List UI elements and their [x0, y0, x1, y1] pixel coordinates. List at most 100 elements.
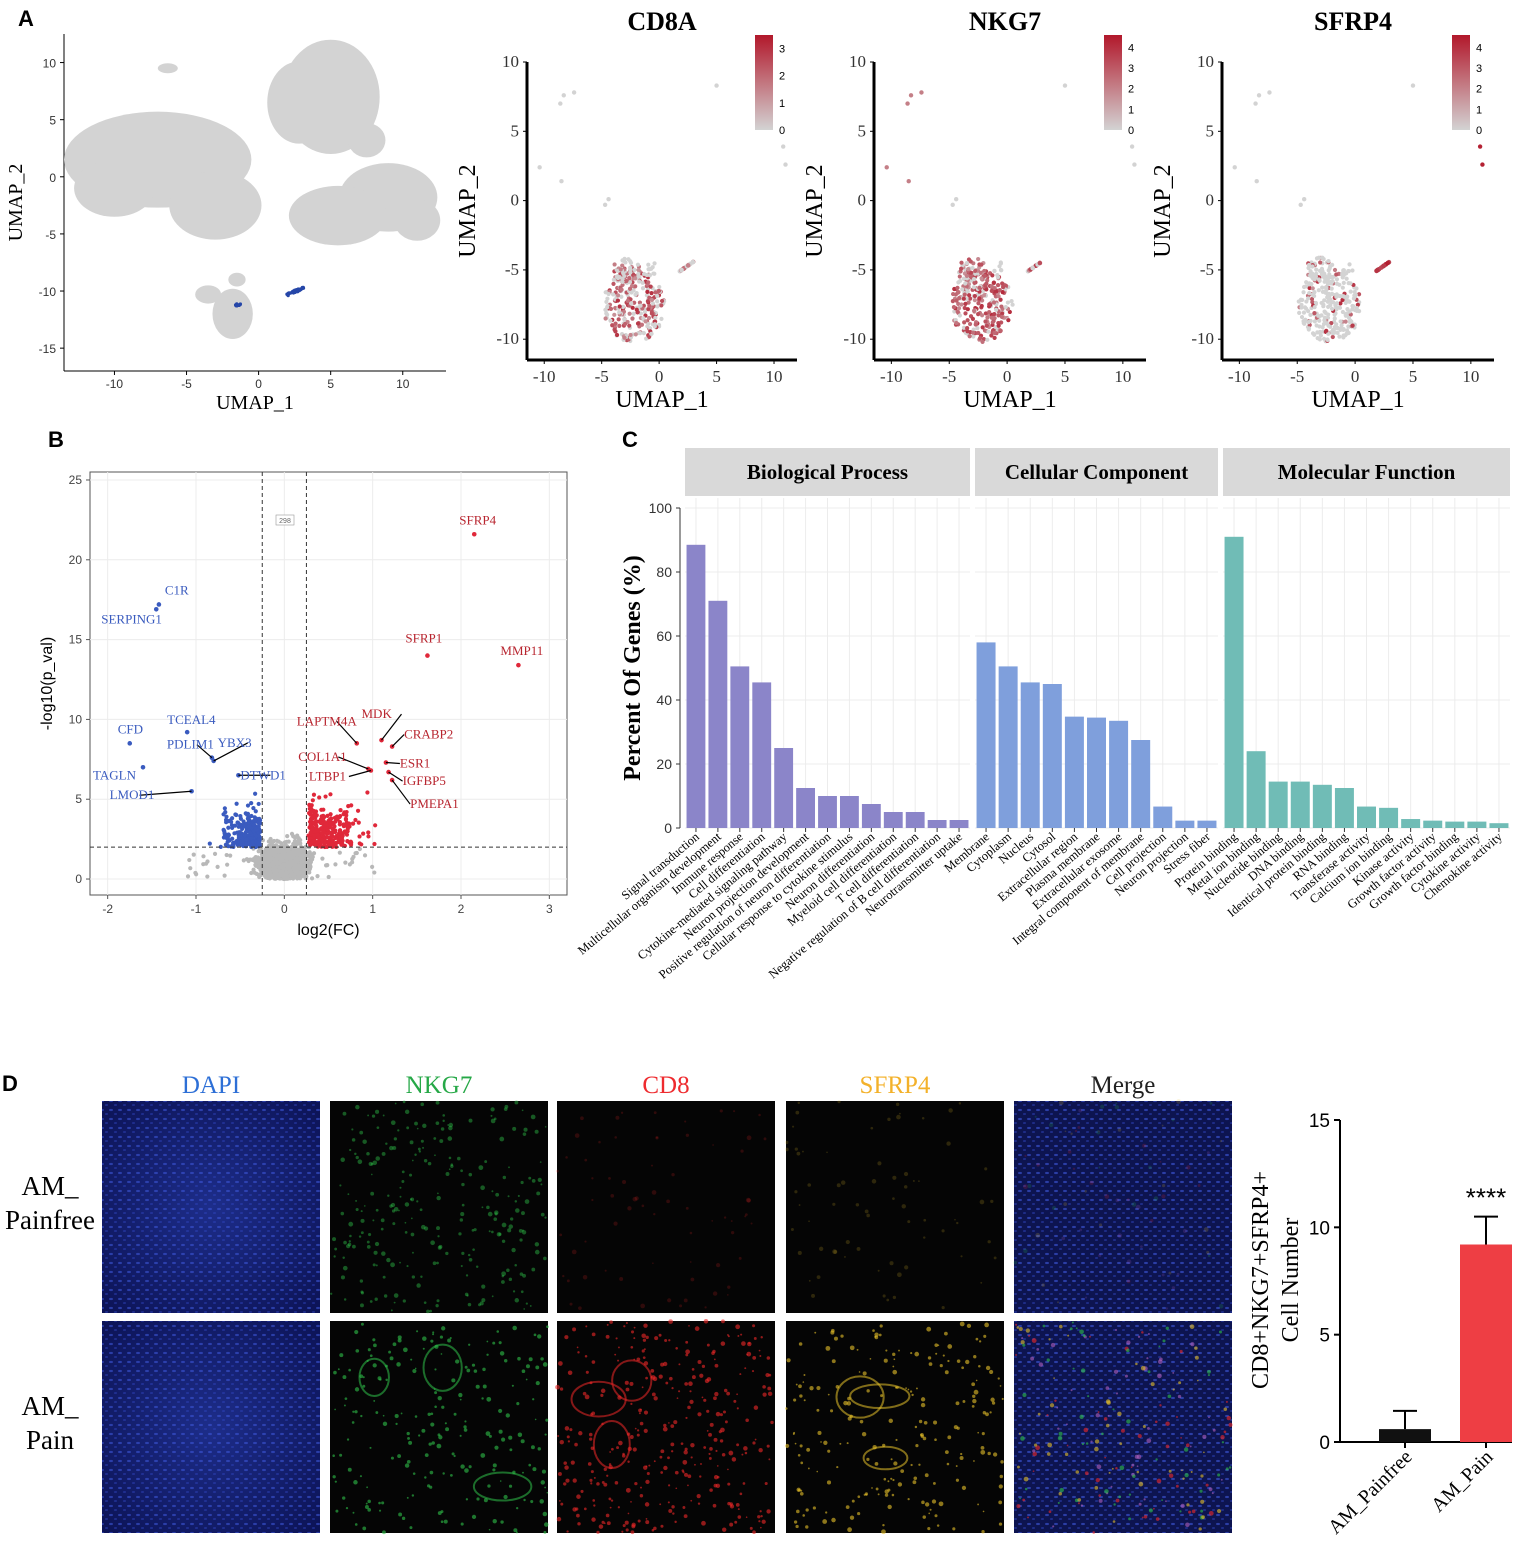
signal-speck — [591, 1360, 596, 1364]
signal-speck — [542, 1511, 548, 1517]
x-tick-label: 1 — [369, 902, 376, 916]
signal-speck — [399, 1186, 402, 1189]
signal-speck — [531, 1178, 536, 1183]
umap-cell-point — [1310, 264, 1315, 269]
panel-letter-b: B — [48, 427, 64, 452]
signal-speck — [1072, 1167, 1076, 1171]
signal-speck — [535, 1365, 540, 1370]
signal-speck — [713, 1475, 719, 1480]
signal-speck — [424, 1453, 429, 1458]
signal-speck — [380, 1227, 384, 1231]
up-gene-point — [346, 821, 352, 826]
signal-speck — [369, 1446, 372, 1449]
signal-speck — [337, 1368, 340, 1371]
signal-speck — [503, 1107, 508, 1111]
signal-speck — [534, 1129, 539, 1134]
umap-cell-point — [977, 285, 982, 290]
up-gene-label: IGFBP5 — [403, 773, 446, 788]
signal-speck — [444, 1422, 447, 1425]
up-gene-point — [357, 834, 362, 839]
ns-gene-point — [337, 850, 342, 855]
umap-cell-point — [971, 285, 977, 290]
signal-speck — [866, 1213, 870, 1218]
signal-speck — [625, 1322, 628, 1324]
highlighted-cell-point — [238, 302, 243, 306]
signal-speck — [401, 1180, 405, 1183]
signal-speck — [797, 1488, 801, 1492]
x-tick-label: 5 — [327, 377, 334, 391]
signal-speck — [1206, 1151, 1210, 1155]
signal-speck — [347, 1193, 350, 1196]
signal-speck — [617, 1506, 620, 1509]
umap-cell-point — [950, 202, 955, 207]
signal-speck — [851, 1499, 855, 1503]
signal-speck — [450, 1163, 454, 1166]
nuclei-texture — [102, 1321, 320, 1533]
umap-cell-point — [645, 324, 650, 329]
signal-speck — [675, 1347, 678, 1350]
x-tick-label: 3 — [546, 902, 553, 916]
signal-speck — [843, 1400, 848, 1406]
nuclei-texture — [1014, 1101, 1232, 1313]
signal-speck — [718, 1430, 722, 1434]
x-tick-label: -10 — [106, 377, 124, 391]
signal-speck — [564, 1335, 569, 1340]
down-gene-point — [242, 832, 247, 838]
signal-speck — [671, 1172, 675, 1177]
y-tick-label: 0 — [511, 191, 520, 210]
signal-speck — [978, 1340, 982, 1343]
down-gene-point — [230, 836, 235, 841]
signal-speck — [723, 1216, 727, 1219]
y-tick-label: 5 — [75, 792, 82, 806]
signal-speck — [925, 1502, 930, 1507]
umap-cell-point — [1346, 315, 1352, 321]
down-gene-point — [245, 811, 251, 816]
signal-speck — [708, 1457, 712, 1460]
umap-cell-point — [957, 274, 962, 279]
ns-gene-point — [276, 873, 281, 879]
signal-speck — [745, 1197, 751, 1203]
signal-speck — [687, 1405, 691, 1410]
umap-cell-point — [966, 266, 971, 272]
signal-speck — [1070, 1132, 1073, 1135]
umap-cell-point — [1316, 288, 1321, 293]
go-bar — [927, 820, 947, 828]
umap-cell-point — [1304, 299, 1309, 304]
signal-speck — [533, 1333, 537, 1337]
ns-gene-point — [269, 840, 274, 845]
signal-speck — [739, 1492, 743, 1496]
signal-speck — [584, 1355, 588, 1358]
umap-cell-point — [1326, 276, 1331, 281]
signal-speck — [471, 1363, 476, 1367]
umap-cell-point — [612, 262, 617, 267]
umap-cell-point — [781, 144, 786, 149]
colorbar-tick-label: 0 — [779, 125, 785, 137]
umap-cell-point — [984, 287, 989, 292]
signal-speck — [664, 1338, 668, 1342]
signal-speck — [893, 1358, 896, 1361]
signal-speck — [662, 1426, 668, 1432]
umap-cell-point — [1323, 285, 1328, 290]
signal-speck — [713, 1396, 717, 1401]
ns-gene-point — [266, 875, 271, 880]
signal-speck — [430, 1412, 434, 1416]
umap-cell-point — [1006, 318, 1011, 323]
signal-speck — [808, 1279, 811, 1282]
umap-cluster — [74, 159, 155, 217]
signal-speck — [507, 1195, 510, 1198]
signal-speck — [758, 1448, 763, 1453]
signal-speck — [576, 1513, 580, 1518]
signal-speck — [715, 1483, 721, 1488]
signal-speck — [396, 1362, 401, 1367]
signal-speck — [411, 1159, 414, 1162]
signal-speck — [918, 1463, 921, 1466]
facet-strip-label: Cellular Component — [1005, 460, 1188, 484]
signal-speck — [372, 1263, 376, 1267]
umap-cell-point — [985, 315, 990, 320]
signal-speck — [498, 1408, 503, 1413]
signal-speck — [345, 1506, 349, 1510]
signal-speck — [481, 1206, 484, 1209]
up-gene-point — [308, 810, 313, 815]
signal-speck — [563, 1482, 567, 1486]
signal-speck — [534, 1249, 540, 1255]
